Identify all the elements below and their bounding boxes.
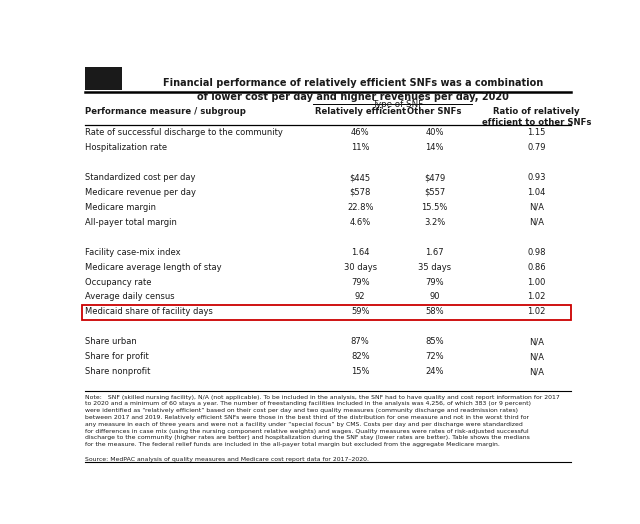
Text: 46%: 46% <box>351 128 369 137</box>
Text: Medicare average length of stay: Medicare average length of stay <box>85 263 221 271</box>
Text: 79%: 79% <box>351 278 369 287</box>
Text: 1.67: 1.67 <box>426 248 444 257</box>
Text: Type of SNF: Type of SNF <box>372 100 423 109</box>
Text: 1.64: 1.64 <box>351 248 369 257</box>
Text: Rate of successful discharge to the community: Rate of successful discharge to the comm… <box>85 128 283 137</box>
Text: 1.02: 1.02 <box>527 292 545 301</box>
Text: Medicare margin: Medicare margin <box>85 203 156 212</box>
Text: 14%: 14% <box>426 143 444 152</box>
Text: Share for profit: Share for profit <box>85 352 148 361</box>
Text: Occupancy rate: Occupancy rate <box>85 278 152 287</box>
Text: N/A: N/A <box>529 337 544 346</box>
Text: 1.04: 1.04 <box>527 188 545 197</box>
Text: Relatively efficient: Relatively efficient <box>315 107 406 116</box>
Text: Average daily census: Average daily census <box>85 292 175 301</box>
Text: Source: MedPAC analysis of quality measures and Medicare cost report data for 20: Source: MedPAC analysis of quality measu… <box>85 457 369 463</box>
Text: Note:   SNF (skilled nursing facility), N/A (not applicable). To be included in : Note: SNF (skilled nursing facility), N/… <box>85 395 560 447</box>
Text: N/A: N/A <box>529 203 544 212</box>
Text: $578: $578 <box>349 188 371 197</box>
Text: Medicare revenue per day: Medicare revenue per day <box>85 188 196 197</box>
Text: 79%: 79% <box>426 278 444 287</box>
Text: 3.2%: 3.2% <box>424 218 445 227</box>
Text: 4.6%: 4.6% <box>349 218 371 227</box>
Text: 24%: 24% <box>426 367 444 376</box>
Text: All-payer total margin: All-payer total margin <box>85 218 177 227</box>
Text: Share urban: Share urban <box>85 337 137 346</box>
Text: Ratio of relatively
efficient to other SNFs: Ratio of relatively efficient to other S… <box>481 107 591 127</box>
Text: 15%: 15% <box>351 367 369 376</box>
Text: Facility case-mix index: Facility case-mix index <box>85 248 180 257</box>
Text: 90: 90 <box>429 292 440 301</box>
Text: N/A: N/A <box>529 367 544 376</box>
Text: 30 days: 30 days <box>344 263 377 271</box>
Text: N/A: N/A <box>529 218 544 227</box>
Text: 58%: 58% <box>426 308 444 316</box>
Text: $479: $479 <box>424 173 445 182</box>
Text: 72%: 72% <box>426 352 444 361</box>
Text: 87%: 87% <box>351 337 370 346</box>
Text: 0.98: 0.98 <box>527 248 545 257</box>
Text: 0.93: 0.93 <box>527 173 545 182</box>
Text: Standardized cost per day: Standardized cost per day <box>85 173 195 182</box>
Text: 0.79: 0.79 <box>527 143 545 152</box>
Text: Hospitalization rate: Hospitalization rate <box>85 143 167 152</box>
Text: 22.8%: 22.8% <box>347 203 374 212</box>
Text: $557: $557 <box>424 188 445 197</box>
Text: Performance measure / subgroup: Performance measure / subgroup <box>85 107 246 116</box>
Text: $445: $445 <box>349 173 371 182</box>
Text: Share nonprofit: Share nonprofit <box>85 367 150 376</box>
Text: 35 days: 35 days <box>418 263 451 271</box>
Text: 0.86: 0.86 <box>527 263 546 271</box>
Text: Medicaid share of facility days: Medicaid share of facility days <box>85 308 213 316</box>
Text: Financial performance of relatively efficient SNFs was a combination
of lower co: Financial performance of relatively effi… <box>163 78 543 102</box>
Text: 1.15: 1.15 <box>527 128 545 137</box>
Text: 85%: 85% <box>426 337 444 346</box>
Text: 1.02: 1.02 <box>527 308 545 316</box>
Text: 15.5%: 15.5% <box>422 203 448 212</box>
Text: Other SNFs: Other SNFs <box>408 107 462 116</box>
Text: 82%: 82% <box>351 352 369 361</box>
Text: 11%: 11% <box>351 143 369 152</box>
Text: N/A: N/A <box>529 352 544 361</box>
Text: 40%: 40% <box>426 128 444 137</box>
Text: 92: 92 <box>355 292 365 301</box>
FancyBboxPatch shape <box>85 67 122 90</box>
Text: 59%: 59% <box>351 308 369 316</box>
Text: TABLE
7–5: TABLE 7–5 <box>90 69 118 89</box>
Text: 1.00: 1.00 <box>527 278 545 287</box>
